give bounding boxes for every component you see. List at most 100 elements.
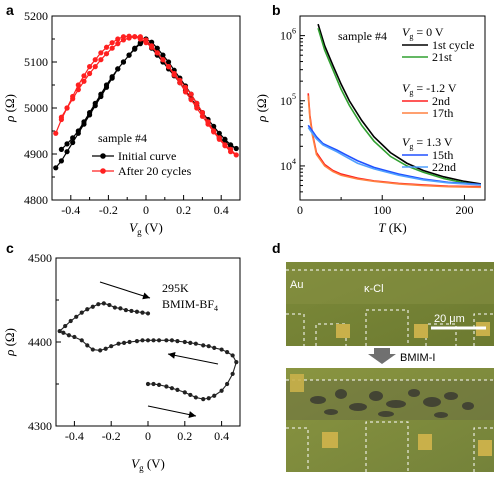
plot-frame	[299, 15, 486, 201]
x-axis-label: T (K)	[378, 220, 407, 235]
y-tick-label: 4800	[24, 193, 48, 207]
y-tick-base: 10	[280, 94, 292, 108]
arrow-shaft	[147, 405, 197, 417]
gold-pad	[336, 324, 350, 338]
data-point	[132, 46, 138, 52]
data-point	[177, 80, 183, 86]
series-line-0	[317, 23, 482, 185]
data-point	[234, 360, 239, 365]
legend-sub: g	[409, 88, 413, 97]
axis-label-sub: g	[139, 463, 144, 473]
data-point	[70, 135, 76, 141]
data-point	[126, 52, 132, 58]
axis-label-var: V	[131, 456, 141, 471]
data-point	[85, 307, 90, 312]
gold-pad	[290, 374, 304, 392]
data-point	[201, 343, 206, 348]
data-point	[222, 143, 228, 149]
data-point	[154, 50, 160, 56]
data-point	[132, 34, 138, 40]
axis-label-sub: g	[137, 227, 142, 237]
data-point	[58, 158, 64, 164]
arrow-shaft	[167, 353, 219, 365]
data-point	[120, 59, 127, 65]
data-point	[206, 344, 211, 349]
data-point	[98, 50, 104, 56]
data-point	[199, 113, 205, 119]
data-point	[115, 66, 121, 72]
data-point	[75, 82, 81, 88]
legend-group-title: Vg = -1.2 V	[402, 81, 457, 97]
y-axis-label: ρ (Ω)	[2, 328, 17, 357]
annotation-base: BMIM-BF	[162, 297, 214, 311]
chart-panel-c: -0.4 -0.2 0 0.2 0.4 4300 4400 4500 295K BMIM-BF4 V…	[2, 251, 241, 473]
legend-value: = -1.2 V	[413, 81, 457, 95]
legend-label: After 20 cycles	[118, 164, 192, 178]
axis-label-unit: (Ω)	[2, 94, 17, 116]
legend-swatch-marker	[100, 153, 106, 159]
legend-label: 2nd	[432, 94, 450, 108]
data-point	[149, 39, 155, 45]
axis-label-var: T	[378, 220, 386, 235]
x-tick-label: 0.2	[176, 203, 191, 217]
data-point	[109, 74, 115, 80]
electrode-outline	[473, 313, 494, 346]
data-point	[68, 318, 73, 324]
data-point	[188, 97, 194, 103]
data-point	[53, 130, 59, 136]
data-point	[211, 123, 217, 129]
data-point	[188, 340, 193, 345]
data-point	[193, 341, 198, 346]
data-point	[90, 304, 95, 309]
data-point	[169, 338, 175, 343]
data-point	[58, 146, 64, 152]
data-point	[98, 57, 104, 63]
data-point	[109, 344, 114, 349]
electrode-outline	[286, 427, 309, 472]
data-point	[121, 340, 127, 345]
data-point	[74, 314, 79, 319]
data-point	[171, 72, 177, 78]
data-point	[127, 339, 132, 345]
data-point	[164, 338, 169, 343]
data-point	[103, 44, 110, 50]
x-tick-label: 200	[455, 203, 473, 217]
down-arrow-icon	[368, 348, 396, 364]
data-point	[216, 130, 222, 136]
legend-label: 17th	[432, 106, 453, 120]
legend-label: 1st cycle	[432, 38, 474, 52]
data-point	[164, 384, 169, 389]
data-point	[137, 41, 143, 47]
data-point	[182, 390, 187, 395]
panel-label-a: a	[6, 2, 14, 18]
data-point	[118, 306, 123, 311]
legend-value: = 0 V	[413, 25, 444, 39]
data-point	[103, 82, 110, 88]
data-point	[75, 87, 81, 93]
data-point	[103, 51, 110, 57]
data-point	[145, 338, 151, 343]
data-point	[116, 341, 121, 346]
y-tick-label: 104	[280, 157, 296, 173]
data-point	[230, 371, 235, 377]
data-point	[64, 141, 70, 147]
series-line-0	[55, 38, 237, 169]
data-point	[149, 43, 155, 49]
data-point	[154, 45, 160, 51]
legend-label: 21st	[432, 50, 453, 64]
electrode-outline	[473, 427, 494, 472]
data-point	[129, 308, 134, 314]
electrode-outline	[286, 313, 305, 346]
micrograph-svg: Au κ-Cl 20 μm BMIM-I	[286, 262, 494, 472]
data-point	[205, 121, 211, 127]
data-point	[143, 37, 149, 43]
legend-var: V	[402, 25, 411, 39]
data-point	[219, 388, 224, 393]
data-point	[160, 52, 166, 58]
y-tick-label: 4400	[28, 335, 52, 349]
data-point	[175, 387, 180, 392]
data-point	[156, 382, 162, 387]
data-point	[81, 73, 87, 79]
panel-label-d: d	[272, 240, 281, 256]
gold-pad	[478, 440, 492, 456]
